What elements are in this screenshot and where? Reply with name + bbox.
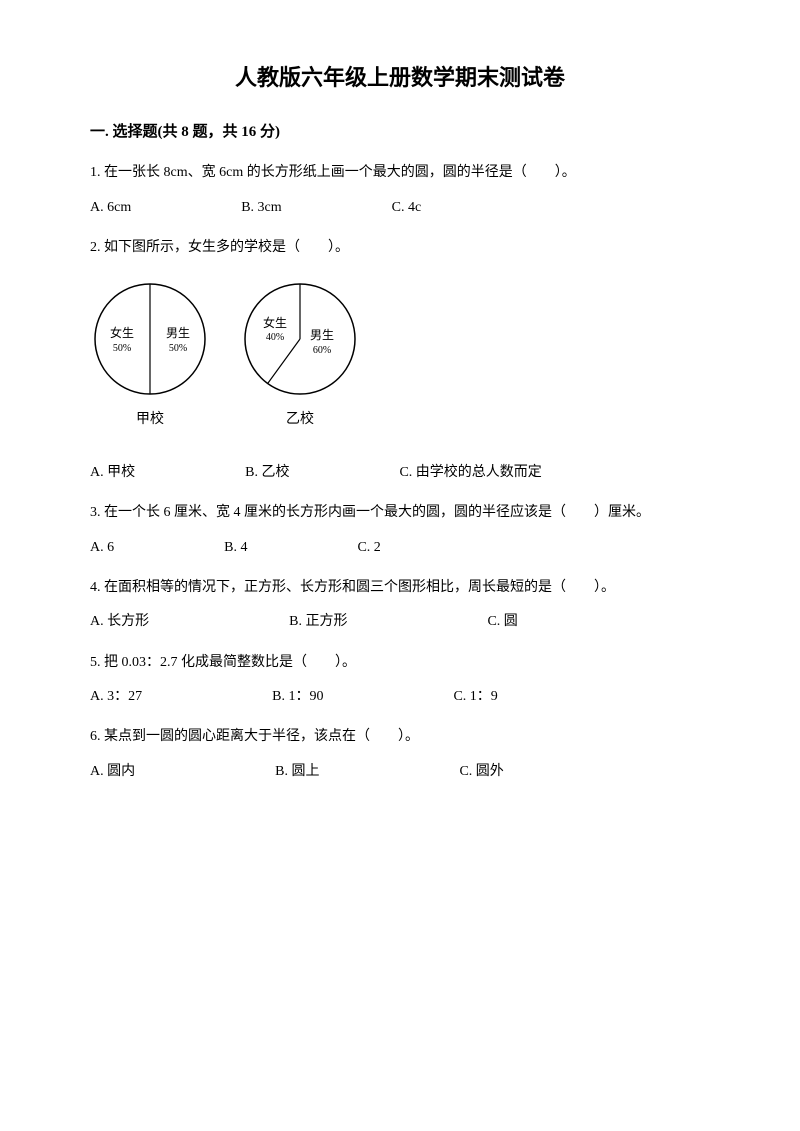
pie1-girls-label: 女生 bbox=[110, 325, 134, 340]
q3-options: A. 6 B. 4 C. 2 bbox=[90, 537, 710, 559]
q3-opt-b: B. 4 bbox=[224, 537, 247, 559]
question-5: 5. 把 0.03：2.7 化成最简整数比是（ ）。 A. 3：27 B. 1：… bbox=[90, 652, 710, 709]
q2-text: 2. 如下图所示，女生多的学校是（ ）。 bbox=[90, 237, 710, 259]
q5-opt-b: B. 1：90 bbox=[272, 686, 323, 708]
question-2: 2. 如下图所示，女生多的学校是（ ）。 女生 50% 男生 50% 甲校 女生 bbox=[90, 237, 710, 484]
q3-text: 3. 在一个长 6 厘米、宽 4 厘米的长方形内画一个最大的圆，圆的半径应该是（… bbox=[90, 502, 710, 524]
q3-opt-c: C. 2 bbox=[357, 537, 380, 559]
pie-chart-jia: 女生 50% 男生 50% 甲校 bbox=[90, 279, 210, 431]
pie1-boys-pct: 50% bbox=[169, 343, 187, 354]
pie2-girls-pct: 40% bbox=[266, 332, 284, 343]
pie1-girls-pct: 50% bbox=[113, 343, 131, 354]
question-4: 4. 在面积相等的情况下，正方形、长方形和圆三个图形相比，周长最短的是（ ）。 … bbox=[90, 577, 710, 634]
page-title: 人教版六年级上册数学期末测试卷 bbox=[90, 60, 710, 95]
question-3: 3. 在一个长 6 厘米、宽 4 厘米的长方形内画一个最大的圆，圆的半径应该是（… bbox=[90, 502, 710, 559]
q4-opt-b: B. 正方形 bbox=[289, 611, 347, 633]
q4-text: 4. 在面积相等的情况下，正方形、长方形和圆三个图形相比，周长最短的是（ ）。 bbox=[90, 577, 710, 599]
q1-opt-c: C. 4c bbox=[392, 197, 422, 219]
pie-chart-yi: 女生 40% 男生 60% 乙校 bbox=[240, 279, 360, 431]
q1-opt-b: B. 3cm bbox=[241, 197, 281, 219]
pie-charts-row: 女生 50% 男生 50% 甲校 女生 40% 男生 60% 乙校 bbox=[90, 279, 710, 431]
q1-opt-a: A. 6cm bbox=[90, 197, 131, 219]
q2-opt-c: C. 由学校的总人数而定 bbox=[399, 462, 541, 484]
pie2-boys-pct: 60% bbox=[313, 345, 331, 356]
q6-opt-c: C. 圆外 bbox=[459, 761, 503, 783]
pie1-boys-label: 男生 bbox=[166, 326, 190, 340]
q5-opt-a: A. 3：27 bbox=[90, 686, 142, 708]
pie2-girls-label: 女生 bbox=[263, 315, 287, 330]
q4-opt-c: C. 圆 bbox=[487, 611, 517, 633]
section-header: 一. 选择题(共 8 题，共 16 分) bbox=[90, 120, 710, 144]
q4-options: A. 长方形 B. 正方形 C. 圆 bbox=[90, 611, 710, 633]
pie1-svg: 女生 50% 男生 50% bbox=[90, 279, 210, 399]
q2-options: A. 甲校 B. 乙校 C. 由学校的总人数而定 bbox=[90, 462, 710, 484]
q6-options: A. 圆内 B. 圆上 C. 圆外 bbox=[90, 761, 710, 783]
q5-opt-c: C. 1：9 bbox=[453, 686, 497, 708]
pie1-caption: 甲校 bbox=[136, 409, 164, 431]
q3-opt-a: A. 6 bbox=[90, 537, 114, 559]
question-6: 6. 某点到一圆的圆心距离大于半径，该点在（ ）。 A. 圆内 B. 圆上 C.… bbox=[90, 726, 710, 783]
q2-opt-b: B. 乙校 bbox=[245, 462, 289, 484]
q6-text: 6. 某点到一圆的圆心距离大于半径，该点在（ ）。 bbox=[90, 726, 710, 748]
q5-text: 5. 把 0.03：2.7 化成最简整数比是（ ）。 bbox=[90, 652, 710, 674]
pie2-svg: 女生 40% 男生 60% bbox=[240, 279, 360, 399]
pie2-boys-label: 男生 bbox=[310, 328, 334, 342]
q6-opt-a: A. 圆内 bbox=[90, 761, 135, 783]
pie2-caption: 乙校 bbox=[286, 409, 314, 431]
q6-opt-b: B. 圆上 bbox=[275, 761, 319, 783]
question-1: 1. 在一张长 8cm、宽 6cm 的长方形纸上画一个最大的圆，圆的半径是（ ）… bbox=[90, 162, 710, 219]
q1-text: 1. 在一张长 8cm、宽 6cm 的长方形纸上画一个最大的圆，圆的半径是（ ）… bbox=[90, 162, 710, 184]
q2-opt-a: A. 甲校 bbox=[90, 462, 135, 484]
q1-options: A. 6cm B. 3cm C. 4c bbox=[90, 197, 710, 219]
q5-options: A. 3：27 B. 1：90 C. 1：9 bbox=[90, 686, 710, 708]
q4-opt-a: A. 长方形 bbox=[90, 611, 149, 633]
